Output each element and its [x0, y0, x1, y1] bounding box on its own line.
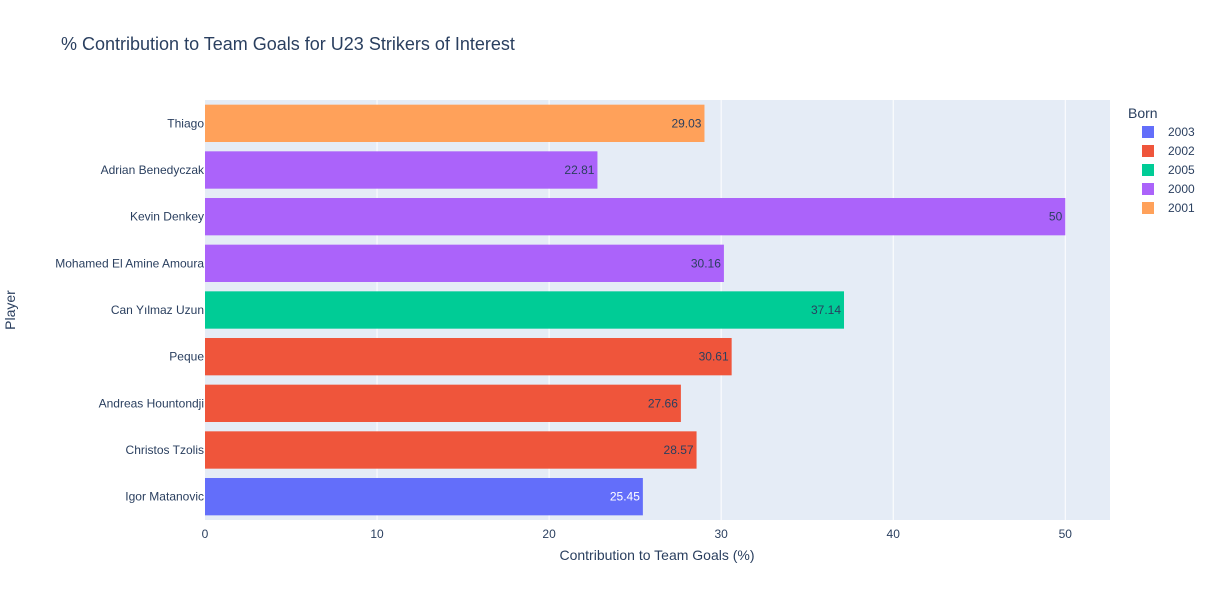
legend-label: 2003	[1168, 125, 1195, 139]
bar-value-label: 29.03	[671, 116, 701, 130]
bar-value-label: 27.66	[648, 396, 678, 410]
bar[interactable]	[205, 384, 681, 422]
x-axis-title: Contribution to Team Goals (%)	[559, 547, 754, 563]
bar-value-label: 30.16	[691, 256, 721, 270]
bar[interactable]	[205, 291, 845, 329]
x-tick-label: 50	[1059, 527, 1073, 541]
legend-label: 2001	[1168, 201, 1195, 215]
bar-value-label: 28.57	[664, 443, 694, 457]
bar[interactable]	[205, 478, 643, 516]
x-tick-label: 20	[542, 527, 556, 541]
y-tick-label: Mohamed El Amine Amoura	[55, 256, 204, 270]
y-tick-label: Peque	[169, 350, 204, 364]
legend-item[interactable]: 2003	[1142, 125, 1195, 139]
y-tick-label: Adrian Benedyczak	[101, 163, 205, 177]
x-tick-label: 0	[202, 527, 209, 541]
bar-value-label: 50	[1049, 210, 1063, 224]
bar[interactable]	[205, 244, 724, 282]
y-tick-label: Igor Matanovic	[125, 490, 204, 504]
y-axis-title: Player	[2, 290, 18, 330]
bar-value-label: 25.45	[610, 490, 640, 504]
x-tick-label: 30	[714, 527, 728, 541]
legend-title: Born	[1128, 105, 1158, 121]
y-tick-label: Christos Tzolis	[126, 443, 204, 457]
y-tick-label: Kevin Denkey	[130, 210, 204, 224]
legend-swatch	[1142, 126, 1154, 138]
legend-label: 2002	[1168, 144, 1195, 158]
legend-swatch	[1142, 145, 1154, 157]
legend-item[interactable]: 2000	[1142, 182, 1195, 196]
legend-label: 2005	[1168, 163, 1195, 177]
x-tick-label: 40	[887, 527, 901, 541]
bar-value-label: 37.14	[811, 303, 841, 317]
legend-item[interactable]: 2001	[1142, 201, 1195, 215]
legend-item[interactable]: 2005	[1142, 163, 1195, 177]
chart-title: % Contribution to Team Goals for U23 Str…	[61, 34, 515, 54]
bar[interactable]	[205, 431, 697, 469]
x-tick-label: 10	[370, 527, 384, 541]
x-tick-labels: 0 10 20 30 40 50	[202, 527, 1073, 541]
y-tick-label: Andreas Hountondji	[99, 396, 204, 410]
legend-swatch	[1142, 164, 1154, 176]
bar[interactable]	[205, 198, 1066, 236]
bar[interactable]	[205, 104, 705, 142]
bar-value-label: 22.81	[564, 163, 594, 177]
legend-swatch	[1142, 183, 1154, 195]
bar[interactable]	[205, 338, 732, 376]
bar-value-label: 30.61	[699, 350, 729, 364]
legend-swatch	[1142, 202, 1154, 214]
legend[interactable]: Born 2003 2002 2005 2000 2001	[1128, 105, 1195, 215]
legend-item[interactable]: 2002	[1142, 144, 1195, 158]
y-tick-labels: Thiago Adrian Benedyczak Kevin Denkey Moham…	[55, 116, 205, 503]
y-tick-label: Thiago	[167, 116, 204, 130]
legend-label: 2000	[1168, 182, 1195, 196]
y-tick-label: Can Yılmaz Uzun	[111, 303, 204, 317]
bar-labels: 29.03 22.81 50 30.16 37.14 30.61 27.66 28.57 25.…	[564, 116, 1062, 503]
bar[interactable]	[205, 151, 598, 189]
bars	[205, 104, 1066, 516]
